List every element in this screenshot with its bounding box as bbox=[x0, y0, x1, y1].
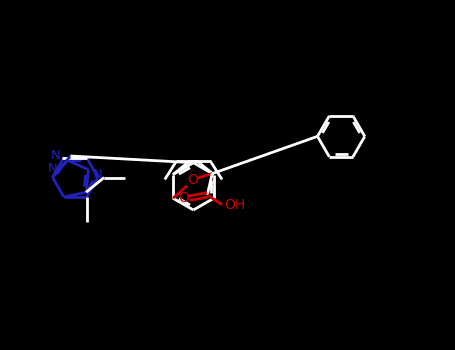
Text: N: N bbox=[93, 168, 102, 181]
Text: N: N bbox=[51, 149, 61, 162]
Text: O: O bbox=[187, 173, 198, 187]
Text: N: N bbox=[48, 162, 57, 175]
Text: OH: OH bbox=[224, 198, 245, 212]
Text: O: O bbox=[178, 191, 189, 205]
